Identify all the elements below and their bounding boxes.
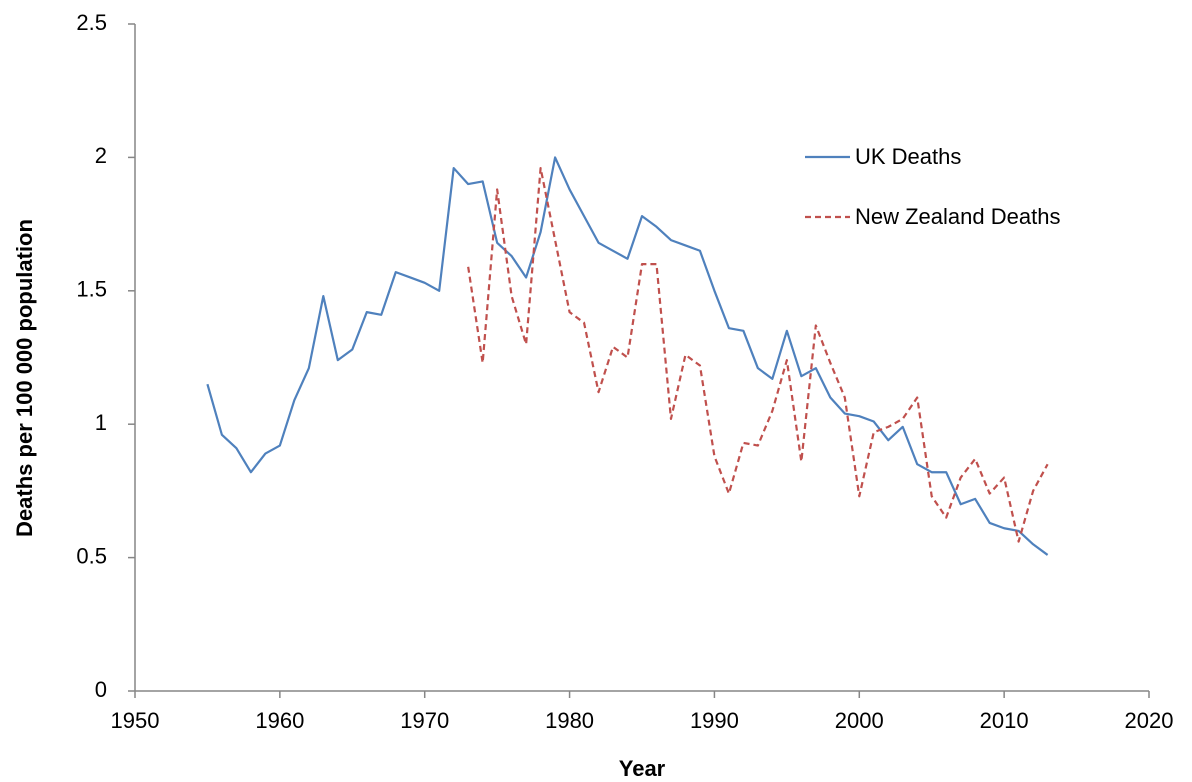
x-tick-label: 1960 bbox=[255, 708, 304, 733]
y-tick-label: 2.5 bbox=[76, 10, 107, 35]
x-tick-label: 2020 bbox=[1125, 708, 1174, 733]
y-tick-label: 1.5 bbox=[76, 277, 107, 302]
x-tick-label: 1950 bbox=[111, 708, 160, 733]
y-tick-label: 0 bbox=[95, 677, 107, 702]
y-tick-label: 0.5 bbox=[76, 543, 107, 568]
series-line bbox=[206, 156, 1049, 556]
x-tick-label: 2000 bbox=[835, 708, 884, 733]
series-line bbox=[467, 166, 1049, 543]
y-tick-label: 2 bbox=[95, 143, 107, 168]
y-tick-label: 1 bbox=[95, 410, 107, 435]
x-tick-label: 1970 bbox=[400, 708, 449, 733]
legend-label: UK Deaths bbox=[855, 144, 961, 169]
x-axis-title: Year bbox=[619, 756, 666, 781]
x-tick-label: 1980 bbox=[545, 708, 594, 733]
x-tick-label: 2010 bbox=[980, 708, 1029, 733]
legend-label: New Zealand Deaths bbox=[855, 204, 1060, 229]
x-tick-label: 1990 bbox=[690, 708, 739, 733]
y-axis-title: Deaths per 100 000 population bbox=[12, 219, 37, 537]
